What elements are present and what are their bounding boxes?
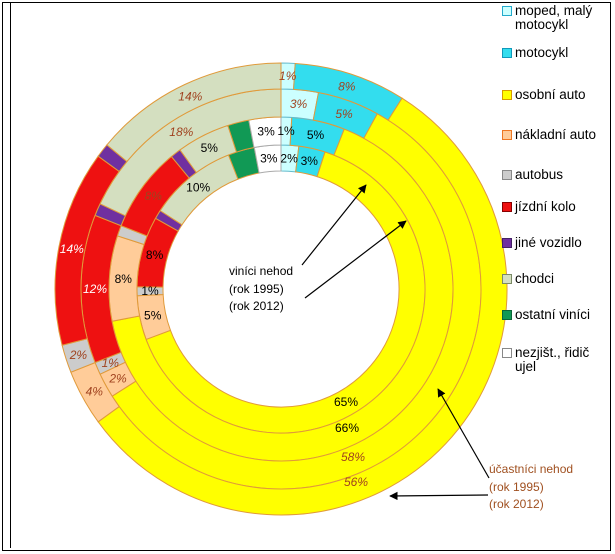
- legend-item-ostatni-vinici: ostatní viníci: [502, 308, 590, 322]
- ring-2-label-nezjisteno: 3%: [257, 125, 275, 139]
- ring-1-label-autobus: 1%: [141, 284, 159, 298]
- ring-1-label-motocykl: 3%: [301, 154, 319, 168]
- inner-arrow-2: [304, 220, 407, 299]
- legend-label-chodci: chodci: [515, 271, 555, 286]
- legend-swatch-autobus: [502, 170, 512, 180]
- legend-item-jizdni-kolo: jízdní kolo: [502, 200, 576, 214]
- legend-swatch-moped: [502, 6, 512, 16]
- legend-label-nakladni-auto: nákladní auto: [515, 127, 597, 142]
- ring-4-label-jizdni-kolo: 14%: [60, 242, 84, 256]
- legend-swatch-osobni-auto: [502, 90, 512, 100]
- ring-2-label-motocykl: 5%: [307, 128, 325, 142]
- legend-label-autobus: autobus: [515, 167, 564, 182]
- inner-annotation-year-1: (rok 1995): [229, 282, 284, 296]
- ring-3-label-chodci: 18%: [169, 125, 193, 139]
- legend-item-osobni-auto: osobní auto: [502, 88, 586, 102]
- ring-2-label-jizdni-kolo: 8%: [145, 189, 163, 203]
- ring-2-label-chodci: 5%: [201, 141, 219, 155]
- inner-annotation-year-2: (rok 2012): [229, 299, 284, 313]
- ring-2-label-moped: 1%: [277, 124, 295, 138]
- legend-swatch-nakladni-auto: [502, 130, 512, 140]
- outer-arrow-2: [389, 491, 489, 501]
- legend-swatch-motocykl: [502, 48, 512, 58]
- legend-item-motocykl: motocykl: [502, 46, 568, 60]
- legend-item-nezjisteno: nezjišt., řidič ujel: [502, 346, 607, 374]
- legend-label-nezjisteno: nezjišt., řidič ujel: [515, 345, 590, 374]
- ring-4-slice-chodci: [106, 62, 282, 163]
- legend-label-moped: moped, malý motocykl: [515, 3, 593, 32]
- ring-4-label-nakladni-auto: 4%: [86, 385, 104, 399]
- ring-4-label-moped: 1%: [279, 69, 297, 83]
- legend-item-autobus: autobus: [502, 168, 563, 182]
- ring-2-label-nakladni-auto: 8%: [115, 272, 133, 286]
- ring-4-label-chodci: 14%: [178, 89, 202, 103]
- outer-annotation-title: účastníci nehod: [489, 462, 573, 476]
- legend-swatch-chodci: [502, 274, 512, 284]
- ring-1-label-jizdni-kolo: 8%: [146, 248, 164, 262]
- ring-3-label-motocykl: 5%: [335, 107, 353, 121]
- frame-inner-rule: [10, 2, 11, 548]
- legend-item-jine-vozidlo: jiné vozidlo: [502, 236, 582, 250]
- inner-arrow-1: [301, 184, 367, 266]
- ring-1-label-osobni-auto: 65%: [334, 395, 358, 409]
- ring-1-label-nezjisteno: 3%: [260, 152, 278, 166]
- outer-annotation-year-2: (rok 2012): [489, 497, 544, 511]
- annotations: viníci nehod (rok 1995) (rok 2012) účast…: [229, 184, 573, 511]
- ring-1-label-moped: 2%: [280, 151, 298, 165]
- ring-4-label-motocykl: 8%: [338, 79, 356, 93]
- inner-annotation-title: viníci nehod: [229, 264, 293, 278]
- legend-swatch-jizdni-kolo: [502, 202, 512, 212]
- ring-4-label-autobus: 2%: [69, 348, 88, 362]
- outer-annotation-year-1: (rok 1995): [489, 480, 544, 494]
- ring-4-label-osobni-auto: 56%: [344, 475, 368, 489]
- legend-item-moped: moped, malý motocykl: [502, 4, 607, 32]
- legend-label-osobni-auto: osobní auto: [515, 87, 586, 102]
- legend-item-chodci: chodci: [502, 272, 554, 286]
- ring-3-label-moped: 3%: [290, 97, 308, 111]
- ring-3-label-nakladni-auto: 2%: [108, 372, 127, 386]
- legend-label-jizdni-kolo: jízdní kolo: [515, 199, 576, 214]
- legend-swatch-jine-vozidlo: [502, 238, 512, 248]
- outer-arrow-1: [437, 388, 490, 479]
- slice-labels: 2% 3%65%5%1%8%10%3%1% 5%66%8%8%5%3%3%5%58%…: [60, 69, 369, 489]
- legend-label-motocykl: motocykl: [515, 45, 569, 60]
- ring-1-label-nakladni-auto: 5%: [144, 308, 162, 322]
- legend-swatch-nezjisteno: [502, 348, 512, 358]
- legend-label-jine-vozidlo: jiné vozidlo: [515, 235, 582, 250]
- ring-3-label-jizdni-kolo: 12%: [83, 282, 107, 296]
- ring-1-label-chodci: 10%: [186, 181, 210, 195]
- legend-item-nakladni-auto: nákladní auto: [502, 128, 596, 142]
- legend-label-ostatni-vinici: ostatní viníci: [515, 307, 591, 322]
- legend-swatch-ostatni-vinici: [502, 310, 512, 320]
- ring-2-label-osobni-auto: 66%: [335, 421, 359, 435]
- ring-3-label-autobus: 1%: [102, 356, 120, 370]
- ring-3-label-osobni-auto: 58%: [341, 450, 365, 464]
- donut-rings: [54, 62, 508, 516]
